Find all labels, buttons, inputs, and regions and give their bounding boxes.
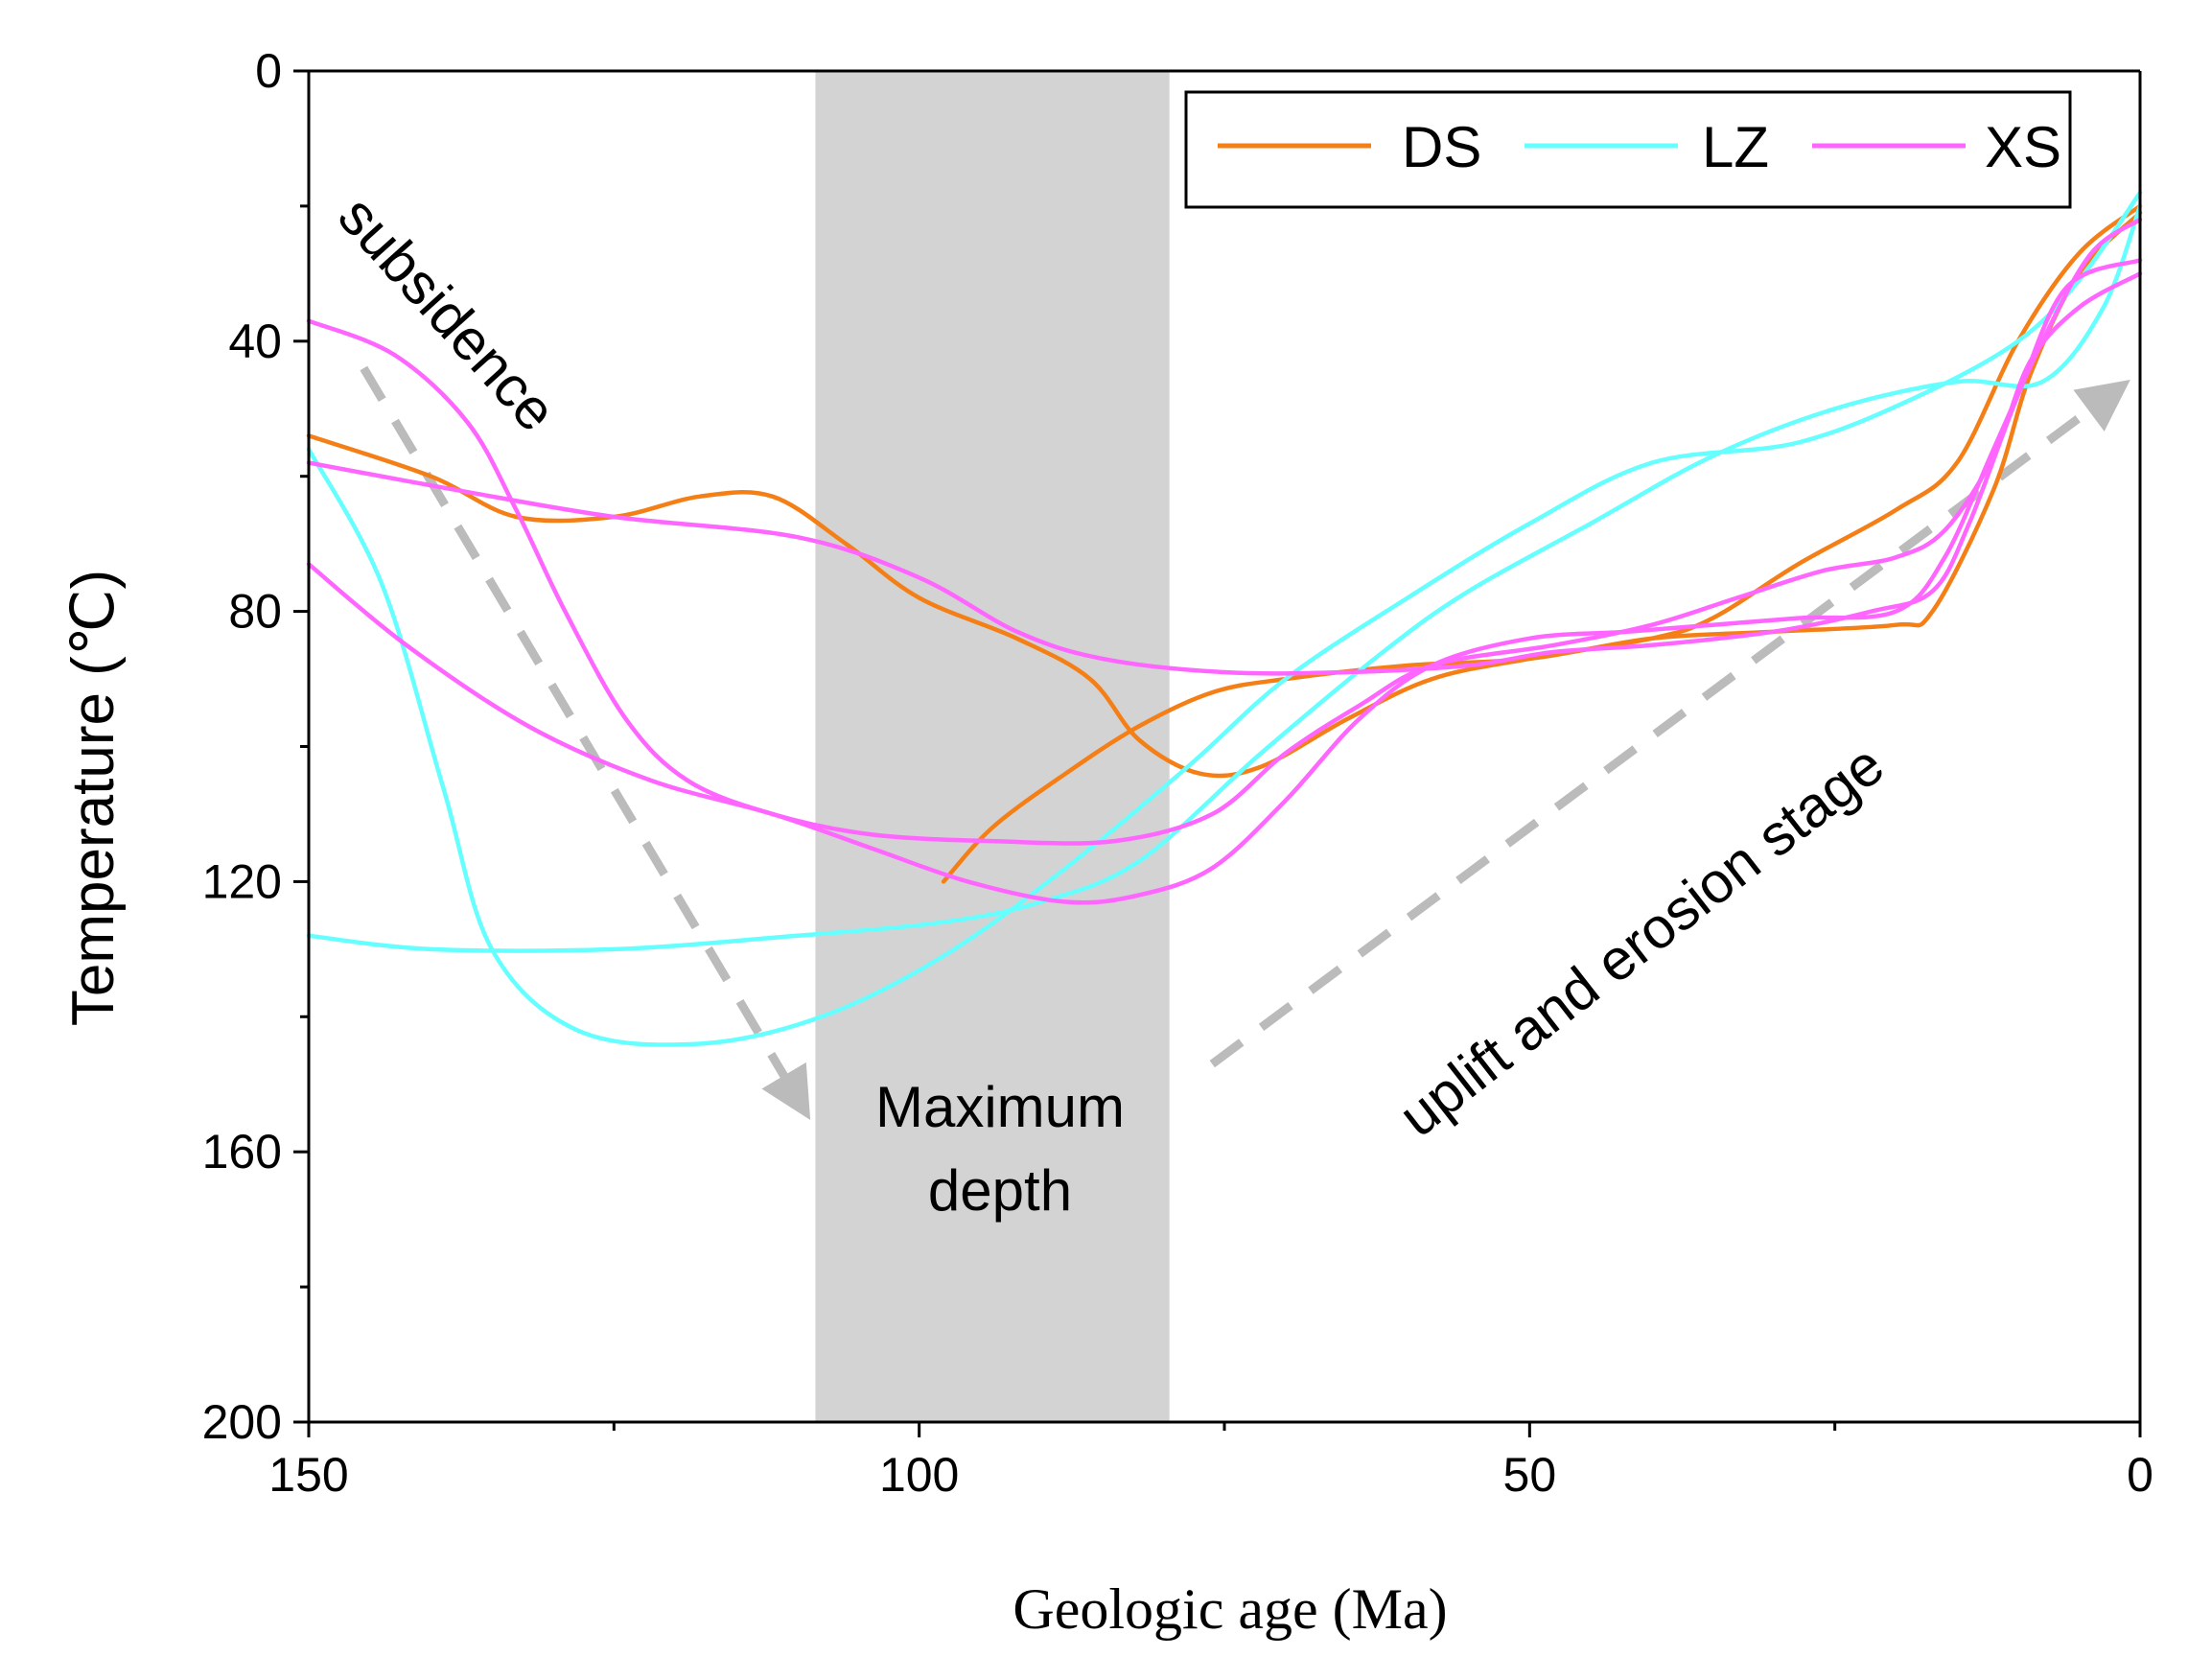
legend-box (1184, 90, 2072, 209)
series-line-ds-1 (941, 210, 2143, 884)
x-tick-label: 50 (1503, 1448, 1557, 1502)
y-tick-label: 80 (228, 585, 282, 639)
subsidence-arrow (360, 365, 811, 1121)
y-tick-label: 200 (202, 1395, 282, 1449)
maximum-depth-label-line1: Maximum (875, 1075, 1125, 1139)
x-tick-label: 150 (268, 1448, 348, 1502)
legend: DS LZ XS (1184, 90, 2072, 209)
y-tick-label: 40 (228, 315, 282, 368)
trend-arrows-layer (360, 365, 2130, 1121)
x-tick-label: 100 (879, 1448, 959, 1502)
maximum-depth-band-layer (815, 71, 1170, 1422)
maximum-depth-label-line2: depth (928, 1158, 1072, 1223)
x-tick-label: 0 (2127, 1448, 2153, 1502)
series-line-lz-2 (306, 190, 2143, 1047)
series-line-xs-5 (306, 258, 2143, 676)
y-tick-label: 0 (255, 44, 282, 98)
y-axis-label: Temperature (℃) (60, 570, 127, 1026)
series-line-ds-0 (306, 203, 2143, 779)
y-tick-label: 120 (202, 854, 282, 908)
uplift-arrow (1209, 380, 2130, 1068)
series-lines-layer (306, 190, 2143, 1047)
y-tick-label: 160 (202, 1125, 282, 1178)
legend-label-lz: LZ (1702, 115, 1769, 179)
series-line-xs-4 (306, 271, 2143, 846)
legend-label-xs: XS (1985, 115, 2061, 179)
uplift-erosion-annotation: uplift and erosion stage (1387, 732, 1896, 1149)
subsidence-annotation: subsidence (326, 184, 569, 443)
series-line-xs-6 (306, 217, 2143, 905)
series-line-lz-3 (306, 203, 2143, 953)
legend-label-ds: DS (1402, 115, 1481, 179)
maximum-depth-band (815, 71, 1170, 1422)
x-axis-label: Geologic age (Ma) (1013, 1577, 1447, 1641)
